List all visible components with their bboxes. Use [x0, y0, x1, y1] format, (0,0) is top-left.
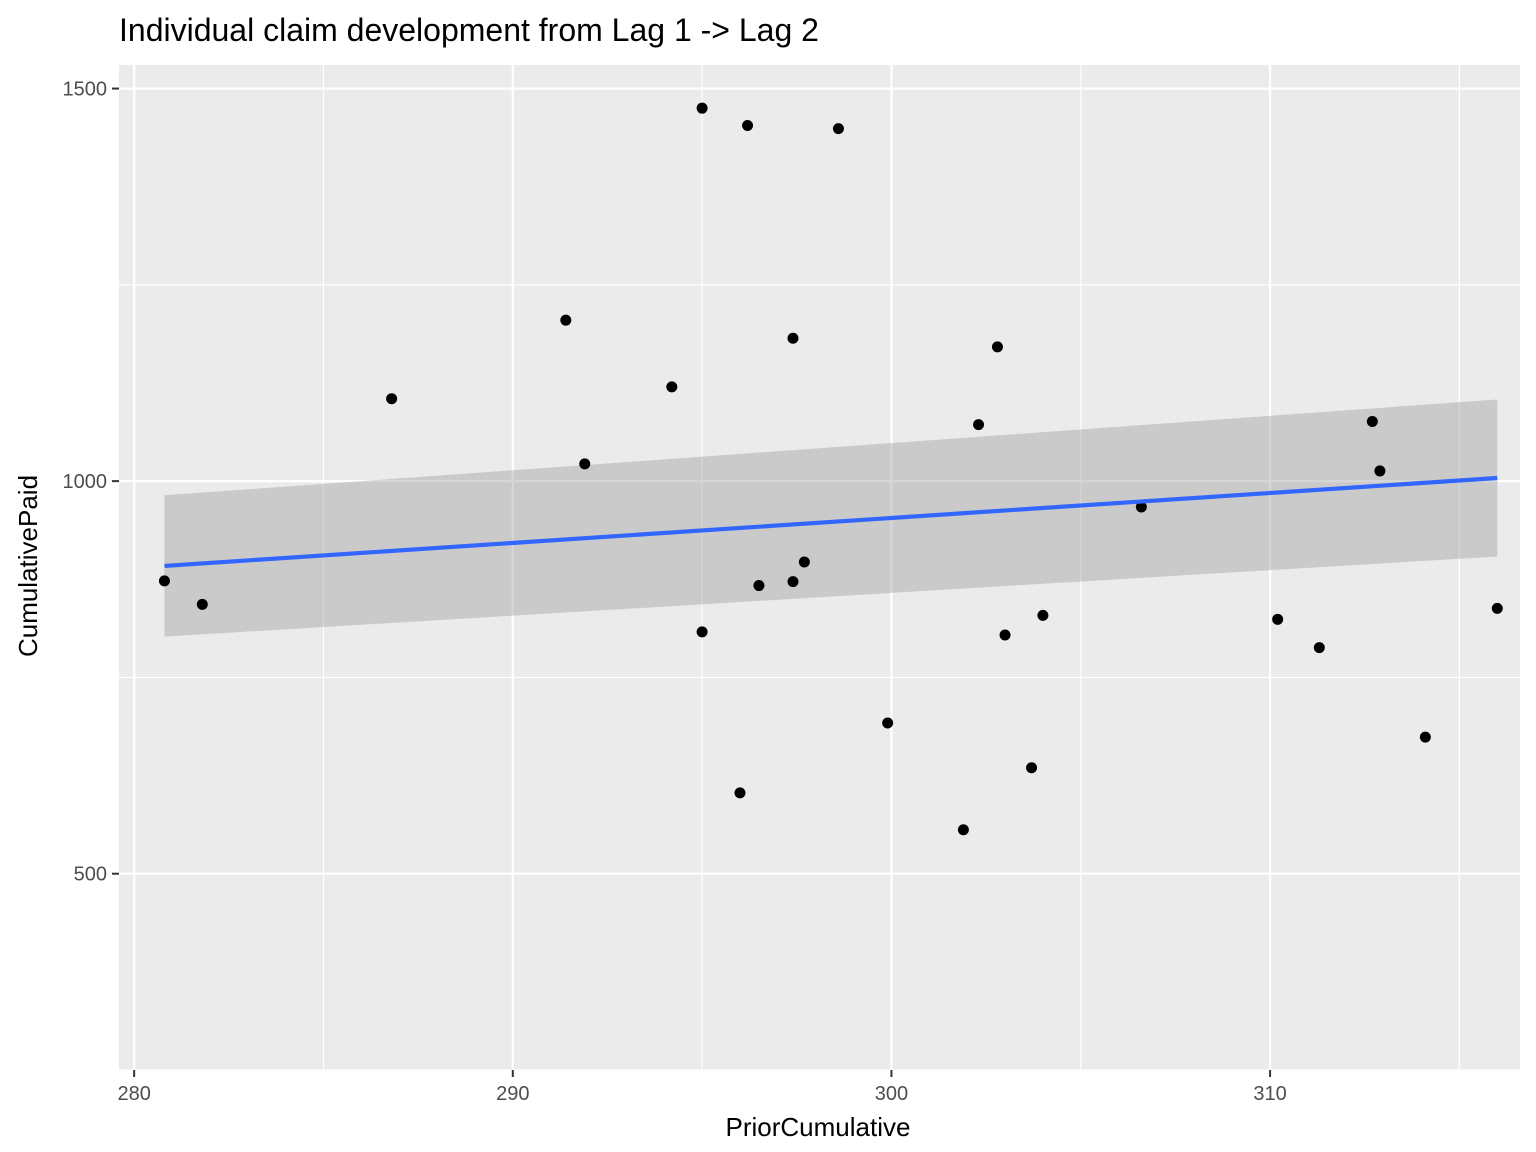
x-tick-label: 300 — [875, 1083, 908, 1105]
data-point — [1366, 415, 1378, 427]
data-point — [787, 576, 799, 588]
x-tick-label: 290 — [496, 1083, 529, 1105]
data-point — [882, 717, 894, 729]
data-point — [1135, 501, 1147, 513]
y-tick-label: 500 — [74, 864, 107, 886]
data-point — [1037, 609, 1049, 621]
data-point — [1026, 762, 1038, 774]
x-axis-ticks: 280 290 300 310 — [117, 1070, 1287, 1105]
confidence-band-layer — [164, 399, 1498, 637]
data-point — [386, 393, 398, 405]
x-tick-label: 310 — [1253, 1083, 1286, 1105]
data-point — [196, 598, 208, 610]
data-point — [991, 341, 1003, 353]
minor-gridlines — [119, 65, 1520, 1071]
data-point — [787, 332, 799, 344]
data-point — [666, 381, 678, 393]
data-point — [999, 629, 1011, 641]
data-point — [1374, 465, 1386, 477]
regression-line — [164, 475, 1498, 569]
chart-title: Individual claim development from Lag 1 … — [119, 12, 819, 48]
fit-line-layer — [164, 475, 1498, 569]
data-point — [1313, 642, 1325, 654]
data-point — [734, 787, 746, 799]
data-point — [1419, 731, 1431, 743]
y-tick-label: 1500 — [63, 79, 108, 101]
data-point — [560, 314, 572, 326]
data-point — [832, 123, 844, 135]
data-points — [158, 102, 1503, 836]
y-tick-label: 1000 — [63, 471, 108, 493]
data-point — [753, 580, 765, 592]
data-point — [696, 102, 708, 114]
data-point — [1272, 613, 1284, 625]
data-point — [973, 419, 985, 431]
x-axis-title: PriorCumulative — [726, 1112, 911, 1142]
data-point — [957, 824, 969, 836]
data-point — [798, 556, 810, 568]
data-point — [158, 575, 170, 587]
data-point — [742, 119, 754, 131]
major-gridlines — [119, 65, 1520, 1070]
data-point — [1491, 602, 1503, 614]
confidence-band — [164, 399, 1498, 637]
plot-panel — [119, 65, 1520, 1070]
y-axis-title: CumulativePaid — [13, 475, 43, 657]
x-tick-label: 280 — [117, 1083, 150, 1105]
data-point — [579, 458, 591, 470]
y-axis-ticks: 500 1000 1500 — [63, 79, 119, 886]
data-point — [696, 626, 708, 638]
